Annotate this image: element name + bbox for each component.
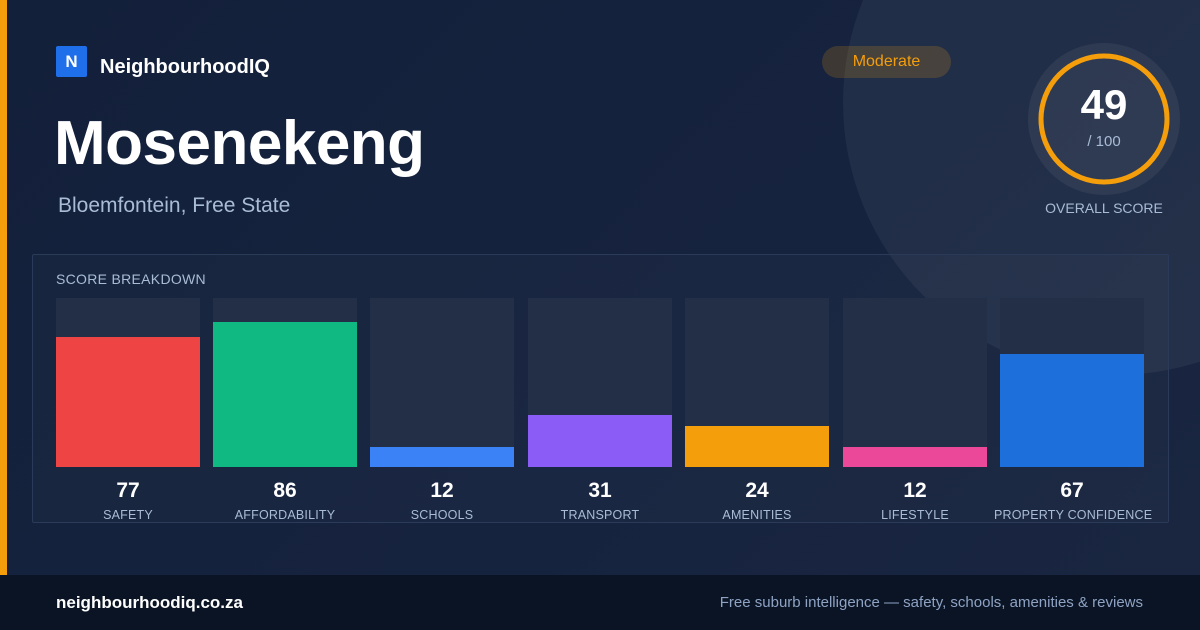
- metric-value: 67: [1060, 479, 1084, 502]
- overall-score-max: / 100: [1087, 133, 1121, 150]
- metric-bar-fill: [843, 447, 987, 467]
- metric-value: 31: [588, 479, 612, 502]
- overall-score-ring: 49 / 100: [1028, 43, 1180, 195]
- metric-bar-track: [843, 298, 987, 467]
- metric-bar-track: [213, 298, 357, 467]
- suburb-location: Bloemfontein, Free State: [58, 194, 291, 217]
- metric-property-confidence: 67 PROPERTY CONFIDENCE: [994, 298, 1152, 528]
- suburb-title: Mosenekeng: [54, 109, 425, 178]
- footer-domain: neighbourhoodiq.co.za: [56, 593, 243, 612]
- metric-bar-track: [685, 298, 829, 467]
- metric-label: LIFESTYLE: [881, 508, 949, 522]
- score-ring-progress: [1038, 53, 1170, 185]
- metric-bar-fill: [213, 322, 357, 467]
- logo-icon: N: [56, 46, 87, 77]
- footer-tagline: Free suburb intelligence — safety, schoo…: [719, 594, 1143, 611]
- overall-score-value: 49: [1080, 81, 1128, 128]
- metric-bar-track: [56, 298, 200, 467]
- overall-score-label: OVERALL SCORE: [1045, 200, 1163, 216]
- metric-lifestyle: 12 LIFESTYLE: [843, 298, 987, 528]
- share-card: N NeighbourhoodIQ Moderate Mosenekeng Bl…: [0, 0, 1200, 575]
- metric-bar-fill: [56, 337, 200, 467]
- metric-bar-track: [528, 298, 672, 467]
- metric-safety: 77 SAFETY: [56, 298, 200, 528]
- metric-label: SAFETY: [103, 508, 153, 522]
- metric-bar-fill: [1000, 354, 1144, 467]
- breakdown-title: SCORE BREAKDOWN: [56, 271, 206, 287]
- rating-badge: Moderate: [822, 46, 951, 78]
- score-ring-icon: [1038, 53, 1170, 185]
- metric-bar-fill: [685, 426, 829, 467]
- footer: neighbourhoodiq.co.za Free suburb intell…: [0, 575, 1200, 630]
- metric-label: AMENITIES: [722, 508, 792, 522]
- accent-bar: [0, 0, 7, 575]
- metric-value: 77: [116, 479, 140, 502]
- metric-value: 12: [430, 479, 454, 502]
- metric-label: PROPERTY CONFIDENCE: [994, 508, 1153, 522]
- metric-value: 24: [745, 479, 769, 502]
- metric-value: 12: [903, 479, 927, 502]
- metric-value: 86: [273, 479, 297, 502]
- metric-bar-fill: [528, 415, 672, 467]
- metric-label: AFFORDABILITY: [234, 508, 336, 522]
- metric-amenities: 24 AMENITIES: [685, 298, 829, 528]
- metric-schools: 12 SCHOOLS: [370, 298, 514, 528]
- metric-bar-track: [370, 298, 514, 467]
- metric-transport: 31 TRANSPORT: [528, 298, 672, 528]
- metric-label: TRANSPORT: [560, 508, 640, 522]
- brand-name: NeighbourhoodIQ: [100, 56, 270, 78]
- metric-bar-track: [1000, 298, 1144, 467]
- metric-label: SCHOOLS: [410, 508, 474, 522]
- metric-bar-fill: [370, 447, 514, 467]
- metric-affordability: 86 AFFORDABILITY: [213, 298, 357, 528]
- score-breakdown-panel: [32, 254, 1169, 523]
